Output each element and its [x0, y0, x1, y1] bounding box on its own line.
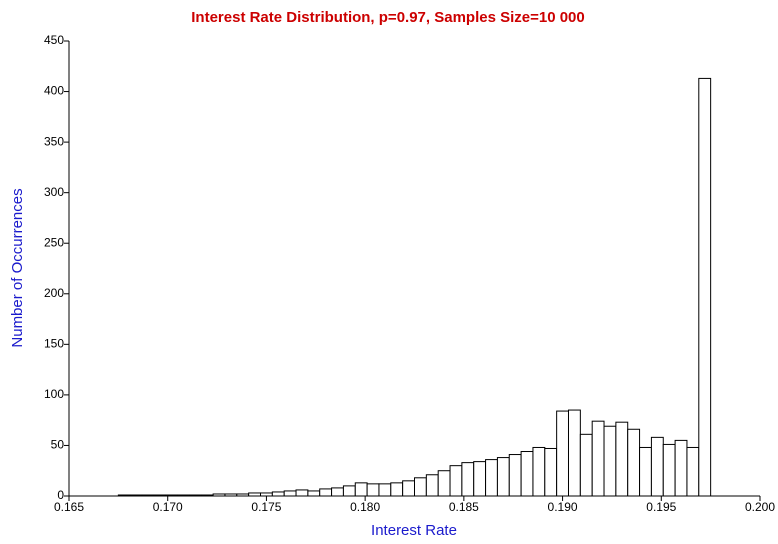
x-tick-label: 0.185 — [449, 500, 479, 514]
bar — [627, 428, 641, 497]
x-axis-label: Interest Rate — [371, 522, 457, 539]
bar — [579, 433, 593, 497]
x-tick-label: 0.175 — [251, 500, 281, 514]
bar — [674, 439, 688, 497]
bar — [331, 487, 344, 497]
bar — [366, 483, 380, 497]
y-tick-label: 400 — [44, 84, 64, 98]
x-tick-label: 0.170 — [153, 500, 183, 514]
y-tick-label: 450 — [44, 33, 64, 47]
y-tick-label: 0 — [57, 488, 64, 502]
y-tick-label: 350 — [44, 134, 64, 148]
bar — [698, 77, 712, 497]
bar — [485, 459, 498, 497]
y-tick-label: 300 — [44, 185, 64, 199]
bar — [556, 410, 569, 497]
bar — [473, 461, 487, 497]
bar — [615, 421, 629, 497]
bar — [437, 470, 451, 497]
bar — [544, 447, 558, 497]
bar — [307, 490, 321, 497]
bar — [686, 446, 700, 497]
bar — [461, 462, 475, 497]
bar — [650, 436, 664, 497]
bar — [295, 489, 309, 497]
bar — [342, 485, 356, 497]
x-tick-label: 0.195 — [646, 500, 676, 514]
x-tick-label: 0.190 — [548, 500, 578, 514]
bar — [603, 425, 617, 497]
bar — [402, 480, 416, 497]
y-axis-label: Number of Occurrences — [9, 188, 26, 347]
bar — [449, 465, 463, 497]
chart-title: Interest Rate Distribution, p=0.97, Samp… — [191, 9, 585, 26]
bar — [567, 409, 581, 497]
x-tick-label: 0.180 — [350, 500, 380, 514]
bar — [520, 451, 534, 497]
y-tick-label: 200 — [44, 286, 64, 300]
y-tick-label: 50 — [51, 438, 65, 452]
bar — [425, 474, 439, 497]
y-tick-label: 150 — [44, 337, 64, 351]
bar — [271, 491, 285, 497]
bar — [390, 482, 404, 497]
bar — [414, 477, 427, 497]
bar — [532, 446, 546, 497]
x-tick-label: 0.200 — [745, 500, 775, 514]
bar — [508, 454, 522, 497]
bar — [496, 457, 510, 497]
bar — [591, 420, 605, 497]
y-tick-label: 100 — [44, 387, 64, 401]
y-tick-label: 250 — [44, 235, 64, 249]
bar — [662, 443, 676, 497]
bar — [283, 490, 297, 497]
bar — [378, 483, 392, 497]
bar — [319, 488, 333, 497]
bar — [639, 446, 652, 497]
bar — [354, 482, 368, 497]
x-tick-label: 0.165 — [54, 500, 84, 514]
